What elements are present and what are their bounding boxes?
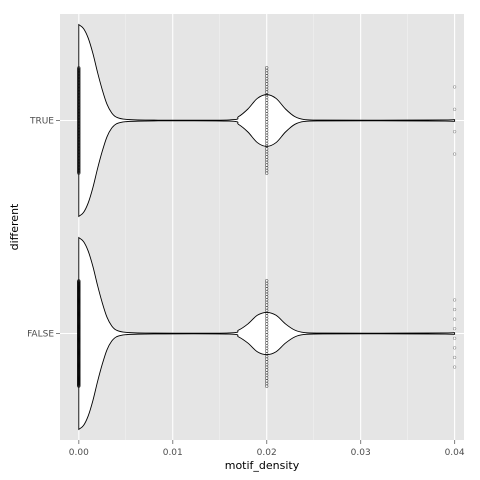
x-tick-label: 0.02 [257,448,277,458]
data-point [452,152,457,156]
data-point [452,327,457,331]
data-point [452,307,457,312]
data-point [452,336,457,340]
x-axis-ticks: 0.00 0.01 0.02 0.03 0.04 [69,440,465,458]
data-point [452,317,457,321]
y-axis-ticks: FALSE TRUE [27,117,60,340]
data-point [452,298,457,302]
data-point [265,171,269,175]
data-point [452,130,457,134]
data-points [77,66,457,388]
data-point [77,171,81,175]
data-point [452,85,457,89]
x-axis-title: motif_density [225,459,300,472]
data-point [452,346,457,350]
x-tick-label: 0.03 [351,448,371,458]
y-tick-label: TRUE [29,117,54,127]
y-axis-title: different [8,203,21,250]
plot-panel [60,14,464,440]
data-point [452,107,457,111]
x-tick-label: 0.00 [69,448,89,458]
data-point [77,384,81,388]
x-tick-label: 0.01 [163,448,183,458]
data-point [452,365,457,369]
x-tick-label: 0.04 [445,448,465,458]
data-point [452,355,457,360]
data-point [265,384,269,388]
y-tick-label: FALSE [27,330,54,340]
